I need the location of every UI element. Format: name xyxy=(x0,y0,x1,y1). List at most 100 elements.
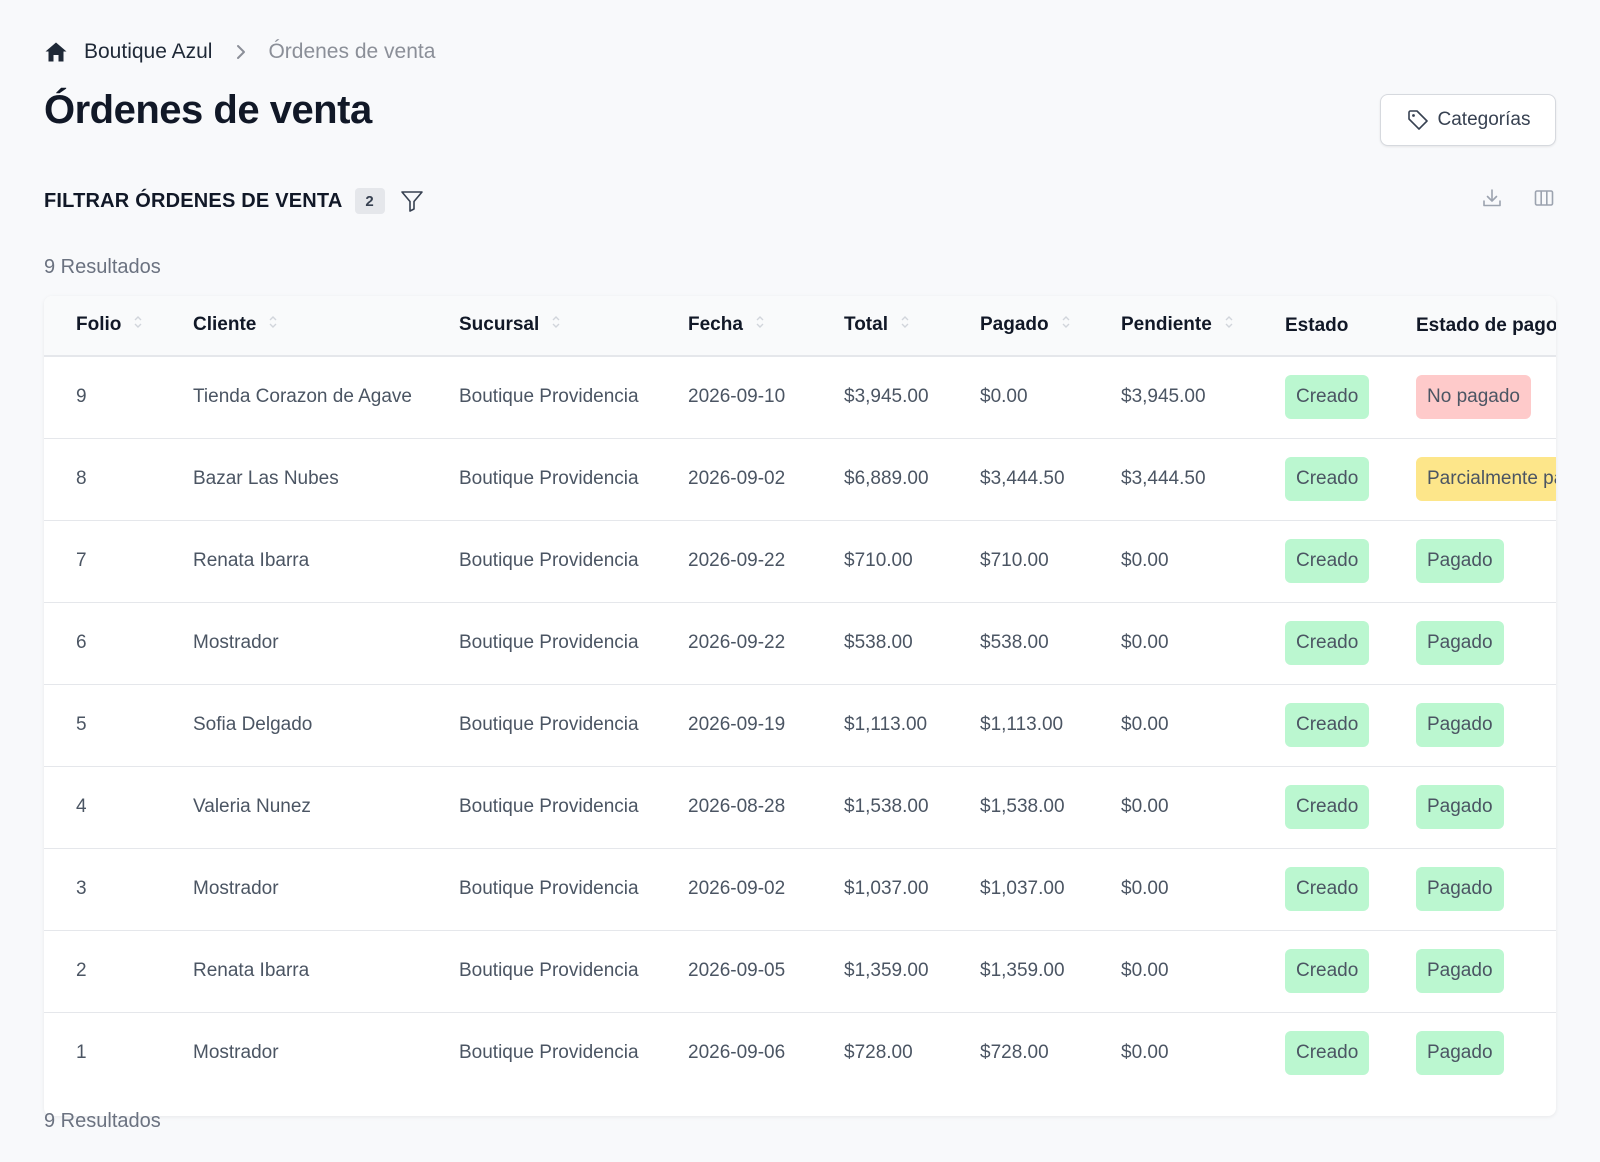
table-tools xyxy=(1480,186,1556,210)
cell-estado-pago: No pagado xyxy=(1416,356,1556,438)
cell-cliente: Mostrador xyxy=(193,1042,279,1064)
categories-button[interactable]: Categorías xyxy=(1380,94,1556,146)
status-badge: Creado xyxy=(1285,1031,1370,1076)
header-label: Pagado xyxy=(980,314,1049,336)
header-label: Total xyxy=(844,314,888,336)
cell-pagado: $0.00 xyxy=(980,386,1028,408)
column-header-cliente[interactable]: Cliente xyxy=(193,296,459,356)
column-header-pagado[interactable]: Pagado xyxy=(980,296,1121,356)
column-header-sucursal[interactable]: Sucursal xyxy=(459,296,688,356)
cell-folio: 3 xyxy=(76,878,87,899)
payment-status-badge: Pagado xyxy=(1416,703,1504,747)
payment-status-badge: Pagado xyxy=(1416,621,1504,665)
cell-estado: Creado xyxy=(1285,930,1416,1012)
payment-status-badge: Pagado xyxy=(1416,949,1504,993)
table-row[interactable]: 2 Renata Ibarra Boutique Providencia 2026-0… xyxy=(44,930,1556,1012)
status-badge: Creado xyxy=(1285,703,1370,747)
cell-fecha: 2026-09-06 xyxy=(688,1042,786,1064)
cell-pendiente: $0.00 xyxy=(1121,878,1169,899)
status-badge: Creado xyxy=(1285,539,1370,583)
tag-icon xyxy=(1406,108,1430,132)
payment-status-badge: Pagado xyxy=(1416,1031,1504,1076)
payment-status-badge: Parcialmente pagado xyxy=(1416,457,1556,501)
status-badge: Creado xyxy=(1285,949,1370,993)
cell-folio: 8 xyxy=(76,468,87,489)
cell-pendiente: $0.00 xyxy=(1121,632,1169,653)
cell-pagado: $1,538.00 xyxy=(980,796,1065,817)
cell-fecha: 2026-09-22 xyxy=(688,550,786,571)
cell-cliente: Sofia Delgado xyxy=(193,714,313,735)
cell-pendiente: $0.00 xyxy=(1121,796,1169,817)
cell-pendiente: $0.00 xyxy=(1121,1042,1169,1064)
table-row[interactable]: 3 Mostrador Boutique Providencia 2026-09-02… xyxy=(44,848,1556,930)
status-badge: Creado xyxy=(1285,457,1370,501)
breadcrumb-store-link[interactable]: Boutique Azul xyxy=(84,40,213,63)
cell-pendiente: $3,945.00 xyxy=(1121,386,1206,408)
header-label: Cliente xyxy=(193,314,257,336)
cell-folio: 5 xyxy=(76,714,87,735)
cell-pendiente: $3,444.50 xyxy=(1121,468,1206,489)
page-title: Órdenes de venta xyxy=(44,88,372,132)
payment-status-badge: Pagado xyxy=(1416,867,1504,911)
cell-estado: Creado xyxy=(1285,438,1416,520)
column-header-pendiente[interactable]: Pendiente xyxy=(1121,296,1285,356)
cell-estado-pago: Pagado xyxy=(1416,848,1556,930)
sort-icon[interactable] xyxy=(755,314,765,336)
payment-status-badge: No pagado xyxy=(1416,375,1531,420)
cell-total: $6,889.00 xyxy=(844,468,929,489)
table-row[interactable]: 8 Bazar Las Nubes Boutique Providencia 2026… xyxy=(44,438,1556,520)
results-count-bottom: 9 Resultados xyxy=(44,1110,161,1132)
table-row[interactable]: 5 Sofia Delgado Boutique Providencia 2026-0… xyxy=(44,684,1556,766)
filter-bar: FILTRAR ÓRDENES DE VENTA 2 xyxy=(44,184,425,218)
cell-total: $1,359.00 xyxy=(844,960,929,981)
filter-icon[interactable] xyxy=(399,188,425,214)
status-badge: Creado xyxy=(1285,375,1370,420)
sort-icon[interactable] xyxy=(133,314,143,336)
column-header-total[interactable]: Total xyxy=(844,296,980,356)
download-icon[interactable] xyxy=(1480,186,1504,210)
cell-total: $710.00 xyxy=(844,550,913,571)
cell-pagado: $538.00 xyxy=(980,632,1049,653)
home-icon[interactable] xyxy=(44,40,68,64)
column-header-fecha[interactable]: Fecha xyxy=(688,296,844,356)
header-label: Estado de pago xyxy=(1416,314,1556,336)
column-header-folio[interactable]: Folio xyxy=(44,296,193,356)
chevron-right-icon xyxy=(234,43,248,61)
sort-icon[interactable] xyxy=(551,314,561,336)
cell-cliente: Renata Ibarra xyxy=(193,960,310,981)
sort-icon[interactable] xyxy=(900,314,910,336)
table-row[interactable]: 7 Renata Ibarra Boutique Providencia 2026-0… xyxy=(44,520,1556,602)
sort-icon[interactable] xyxy=(1224,314,1234,336)
cell-estado: Creado xyxy=(1285,684,1416,766)
cell-cliente: Tienda Corazon de Agave xyxy=(193,386,413,408)
cell-estado-pago: Pagado xyxy=(1416,1012,1556,1094)
table-row[interactable]: 9 Tienda Corazon de Agave Boutique Provide… xyxy=(44,356,1556,438)
payment-status-badge: Pagado xyxy=(1416,785,1504,829)
cell-folio: 6 xyxy=(76,632,87,653)
cell-total: $1,037.00 xyxy=(844,878,929,899)
cell-cliente: Mostrador xyxy=(193,878,279,899)
breadcrumb-current: Órdenes de venta xyxy=(268,40,436,63)
header-label: Pendiente xyxy=(1121,314,1212,336)
sort-icon[interactable] xyxy=(268,314,278,336)
cell-estado: Creado xyxy=(1285,602,1416,684)
cell-fecha: 2026-09-05 xyxy=(688,960,786,981)
column-header-estado: Estado xyxy=(1285,296,1416,356)
cell-pagado: $1,359.00 xyxy=(980,960,1065,981)
columns-icon[interactable] xyxy=(1532,186,1556,210)
column-header-estado-pago: Estado de pago xyxy=(1416,296,1556,356)
table-row[interactable]: 1 Mostrador Boutique Providencia 2026-09-06… xyxy=(44,1012,1556,1094)
header-label: Sucursal xyxy=(459,314,540,336)
cell-folio: 7 xyxy=(76,550,87,571)
results-count-top: 9 Resultados xyxy=(44,256,161,278)
table-row[interactable]: 4 Valeria Nunez Boutique Providencia 2026-0… xyxy=(44,766,1556,848)
cell-sucursal: Boutique Providencia xyxy=(459,1042,639,1064)
table-row[interactable]: 6 Mostrador Boutique Providencia 2026-09-22… xyxy=(44,602,1556,684)
header-label: Estado xyxy=(1285,314,1349,336)
sort-icon[interactable] xyxy=(1061,314,1071,336)
cell-cliente: Valeria Nunez xyxy=(193,796,311,817)
cell-pendiente: $0.00 xyxy=(1121,960,1169,981)
cell-fecha: 2026-09-02 xyxy=(688,878,786,899)
cell-fecha: 2026-09-22 xyxy=(688,632,786,653)
